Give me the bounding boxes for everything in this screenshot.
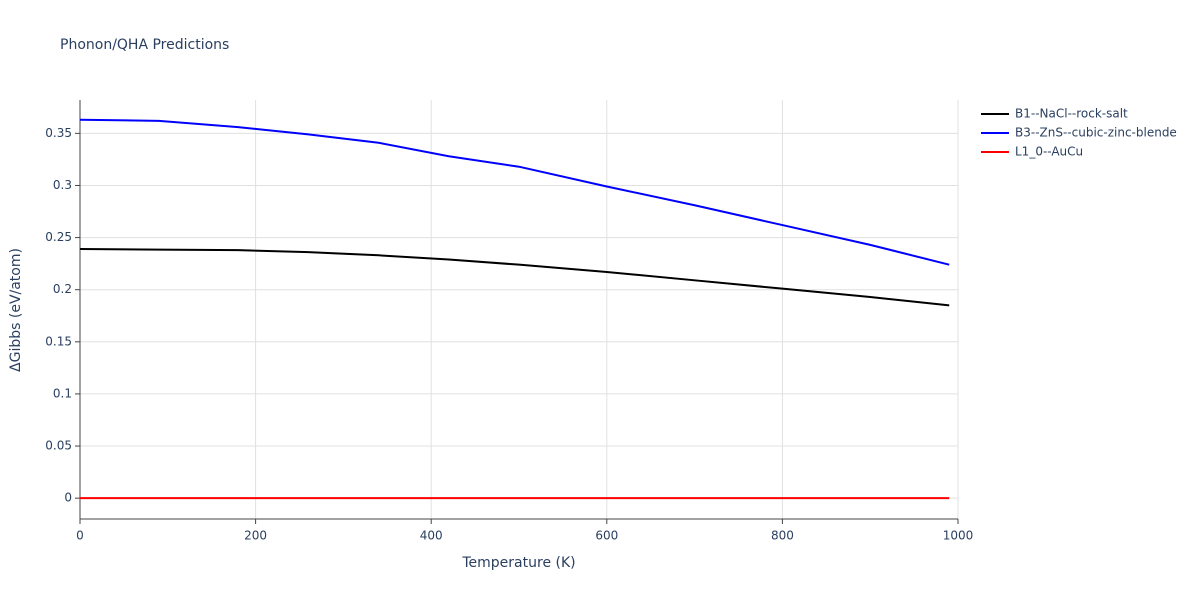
chart-title: Phonon/QHA Predictions <box>60 37 229 53</box>
line-series <box>79 248 950 307</box>
y-tick-label: 0 <box>64 491 72 505</box>
x-tick-label: 0 <box>76 529 84 543</box>
legend-label: B1--NaCl--rock-salt <box>1015 107 1128 121</box>
y-tick-label: 0.35 <box>45 126 72 140</box>
line-series <box>79 118 950 266</box>
y-tick-label: 0.1 <box>53 386 72 400</box>
x-tick-label: 400 <box>420 529 443 543</box>
y-axis-label: ΔGibbs (eV/atom) <box>8 248 24 372</box>
x-tick-label: 800 <box>771 529 794 543</box>
x-tick-label: 1000 <box>943 529 974 543</box>
legend-label: B3--ZnS--cubic-zinc-blende <box>1015 126 1177 140</box>
y-tick-label: 0.15 <box>45 334 72 348</box>
y-tick-label: 0.2 <box>53 282 72 296</box>
y-tick-label: 0.25 <box>45 230 72 244</box>
x-axis-label: Temperature (K) <box>461 555 575 571</box>
x-tick-label: 600 <box>595 529 618 543</box>
x-tick-label: 200 <box>244 529 267 543</box>
y-tick-label: 0.05 <box>45 439 72 453</box>
legend-label: L1_0--AuCu <box>1015 145 1083 159</box>
y-tick-label: 0.3 <box>53 178 72 192</box>
